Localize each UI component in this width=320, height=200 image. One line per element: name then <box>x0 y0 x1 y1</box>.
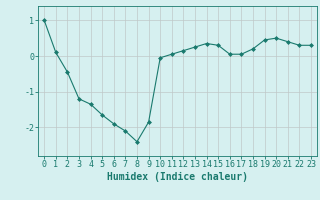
X-axis label: Humidex (Indice chaleur): Humidex (Indice chaleur) <box>107 172 248 182</box>
